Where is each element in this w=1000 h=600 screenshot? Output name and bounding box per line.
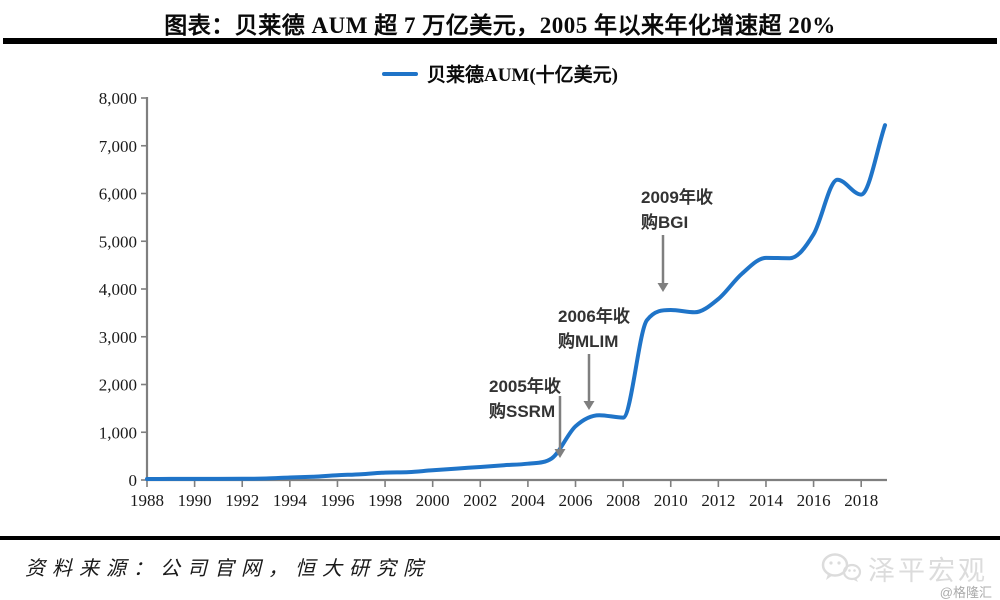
y-tick-label: 1,000 xyxy=(99,423,137,442)
x-tick-label: 2012 xyxy=(701,491,735,510)
y-tick-label: 0 xyxy=(129,471,138,490)
top-divider xyxy=(3,38,997,44)
x-tick-label: 2018 xyxy=(844,491,878,510)
x-tick-label: 2004 xyxy=(511,491,546,510)
x-tick-label: 2000 xyxy=(416,491,450,510)
aum-line-series xyxy=(145,123,887,481)
x-tick-label: 2002 xyxy=(463,491,497,510)
y-tick-label: 7,000 xyxy=(99,137,137,156)
watermark: 泽平宏观 xyxy=(820,549,988,588)
figure-title: 图表：贝莱德 AUM 超 7 万亿美元，2005 年以来年化增速超 20% xyxy=(164,13,836,38)
x-tick-label: 1996 xyxy=(320,491,354,510)
x-tick-label: 2016 xyxy=(797,491,831,510)
legend-label: 贝莱德AUM(十亿美元) xyxy=(426,65,619,86)
y-tick-label: 4,000 xyxy=(99,280,137,299)
bottom-divider xyxy=(0,536,1000,540)
y-tick-label: 2,000 xyxy=(99,376,137,395)
x-tick-label: 1988 xyxy=(130,491,164,510)
x-tick-label: 1992 xyxy=(225,491,259,510)
y-tick-label: 6,000 xyxy=(99,185,137,204)
annotation-text: 2009年收 xyxy=(641,187,713,207)
watermark-brand: 泽平宏观 xyxy=(868,556,988,586)
legend-line-marker xyxy=(381,71,418,76)
annotation-text: 购SSRM xyxy=(489,401,555,421)
annotation-text: 购BGI xyxy=(641,212,688,232)
watermark-handle: @格隆汇 xyxy=(939,585,992,600)
y-tick-label: 8,000 xyxy=(99,89,137,108)
annotation-arrow-head xyxy=(583,401,595,410)
x-tick-label: 2010 xyxy=(654,491,688,510)
legend: 贝莱德AUM(十亿美元) xyxy=(0,60,1000,87)
annotation-arrow-head xyxy=(554,449,566,458)
y-tick-label: 3,000 xyxy=(99,328,137,347)
wechat-icon xyxy=(821,552,862,582)
annotation-arrow-head xyxy=(657,283,669,292)
y-tick-label: 5,000 xyxy=(99,232,137,251)
annotation-text: 2005年收 xyxy=(489,376,561,396)
x-tick-label: 2008 xyxy=(606,491,640,510)
annotation-text: 2006年收 xyxy=(558,306,630,326)
source-note: 资料来源：公司官网，恒大研究院 xyxy=(25,558,430,580)
x-tick-label: 1998 xyxy=(368,491,402,510)
x-tick-label: 2014 xyxy=(749,491,784,510)
x-tick-label: 1990 xyxy=(178,491,212,510)
x-tick-label: 2006 xyxy=(559,491,593,510)
annotation-text: 购MLIM xyxy=(558,331,618,351)
x-tick-label: 1994 xyxy=(273,491,308,510)
